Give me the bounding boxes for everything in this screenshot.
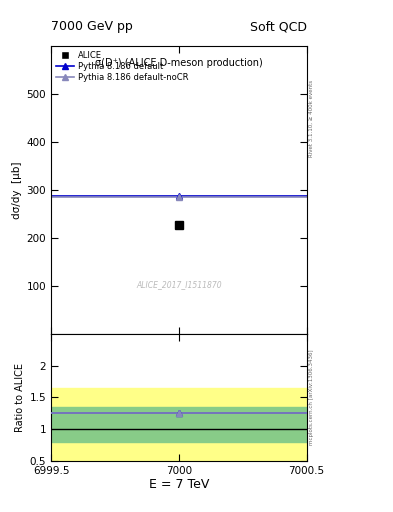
Text: ALICE_2017_I1511870: ALICE_2017_I1511870	[136, 281, 222, 290]
Legend: ALICE, Pythia 8.186 default, Pythia 8.186 default-noCR: ALICE, Pythia 8.186 default, Pythia 8.18…	[54, 50, 190, 84]
Y-axis label: dσ/dy  [μb]: dσ/dy [μb]	[13, 161, 22, 219]
Text: 7000 GeV pp: 7000 GeV pp	[51, 20, 133, 33]
Text: σ(D⁺) (ALICE D-meson production): σ(D⁺) (ALICE D-meson production)	[95, 57, 263, 68]
Bar	[51, 388, 307, 464]
Text: mcplots.cern.ch [arXiv:1306.3436]: mcplots.cern.ch [arXiv:1306.3436]	[309, 350, 314, 445]
Text: Soft QCD: Soft QCD	[250, 20, 307, 33]
X-axis label: E = 7 TeV: E = 7 TeV	[149, 478, 209, 492]
Y-axis label: Ratio to ALICE: Ratio to ALICE	[15, 363, 26, 432]
Bar	[51, 407, 307, 442]
Text: Rivet 3.1.10, ≥ 400k events: Rivet 3.1.10, ≥ 400k events	[309, 79, 314, 157]
